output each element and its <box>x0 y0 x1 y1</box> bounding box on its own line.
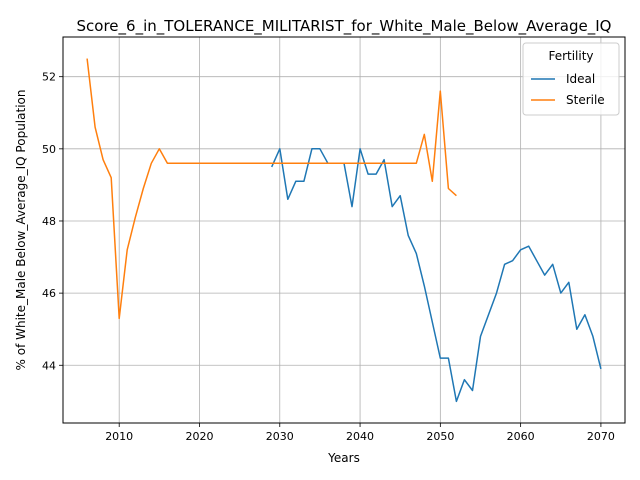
legend-label-sterile: Sterile <box>566 93 605 107</box>
x-tick-label: 2020 <box>185 430 213 443</box>
x-tick-label: 2010 <box>105 430 133 443</box>
y-tick-label: 52 <box>42 71 56 84</box>
x-tick-label: 2070 <box>587 430 615 443</box>
y-axis-ticks: 44 46 48 50 52 <box>42 71 63 372</box>
y-tick-label: 50 <box>42 143 56 156</box>
grid-lines <box>63 37 625 423</box>
series-layer <box>86 58 602 403</box>
x-tick-label: 2050 <box>426 430 454 443</box>
x-tick-label: 2040 <box>346 430 374 443</box>
legend-label-ideal: Ideal <box>566 72 595 86</box>
y-tick-label: 46 <box>42 287 56 300</box>
y-tick-label: 44 <box>42 359 56 372</box>
legend-box <box>522 42 620 116</box>
series-line-ideal <box>271 148 602 403</box>
series-line-sterile <box>86 58 457 320</box>
y-axis-label: % of White_Male Below_Average_IQ Populat… <box>14 90 28 371</box>
chart-title: Score_6_in_TOLERANCE_MILITARIST_for_Whit… <box>77 17 612 36</box>
x-tick-label: 2030 <box>266 430 294 443</box>
legend-title: Fertility <box>548 49 593 63</box>
y-tick-label: 48 <box>42 215 56 228</box>
x-axis-label: Years <box>327 451 360 465</box>
x-axis-ticks: 2010 2020 2030 2040 2050 2060 2070 <box>105 423 615 443</box>
legend: Fertility Ideal Sterile <box>522 42 620 116</box>
x-tick-label: 2060 <box>507 430 535 443</box>
plot-frame <box>62 36 626 424</box>
